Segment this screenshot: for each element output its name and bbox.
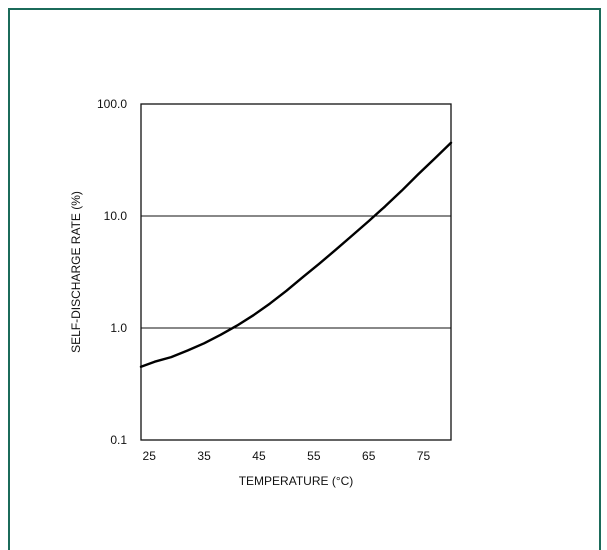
series-line-0 [139,141,453,368]
x-axis-label: TEMPERATURE (°C) [239,474,354,488]
x-tick-label: 25 [143,449,157,463]
x-tick-label: 35 [197,449,211,463]
y-tick-label: 1.0 [110,321,127,335]
y-tick-label: 0.1 [110,433,127,447]
x-tick-label: 45 [252,449,266,463]
gridlines [141,215,451,329]
y-tick-label: 100.0 [97,97,127,111]
y-axis-label: SELF-DISCHARGE RATE (%) [69,191,83,353]
x-tick-label: 55 [307,449,321,463]
series-group [139,141,453,368]
y-tick-label: 10.0 [104,209,128,223]
x-tick-label: 65 [362,449,376,463]
tick-labels: 0.1 1.0 10.0 100.0 25 35 45 55 65 75 [97,97,431,463]
figure-frame [8,8,601,550]
plot-area [140,103,452,441]
x-tick-label: 75 [417,449,431,463]
